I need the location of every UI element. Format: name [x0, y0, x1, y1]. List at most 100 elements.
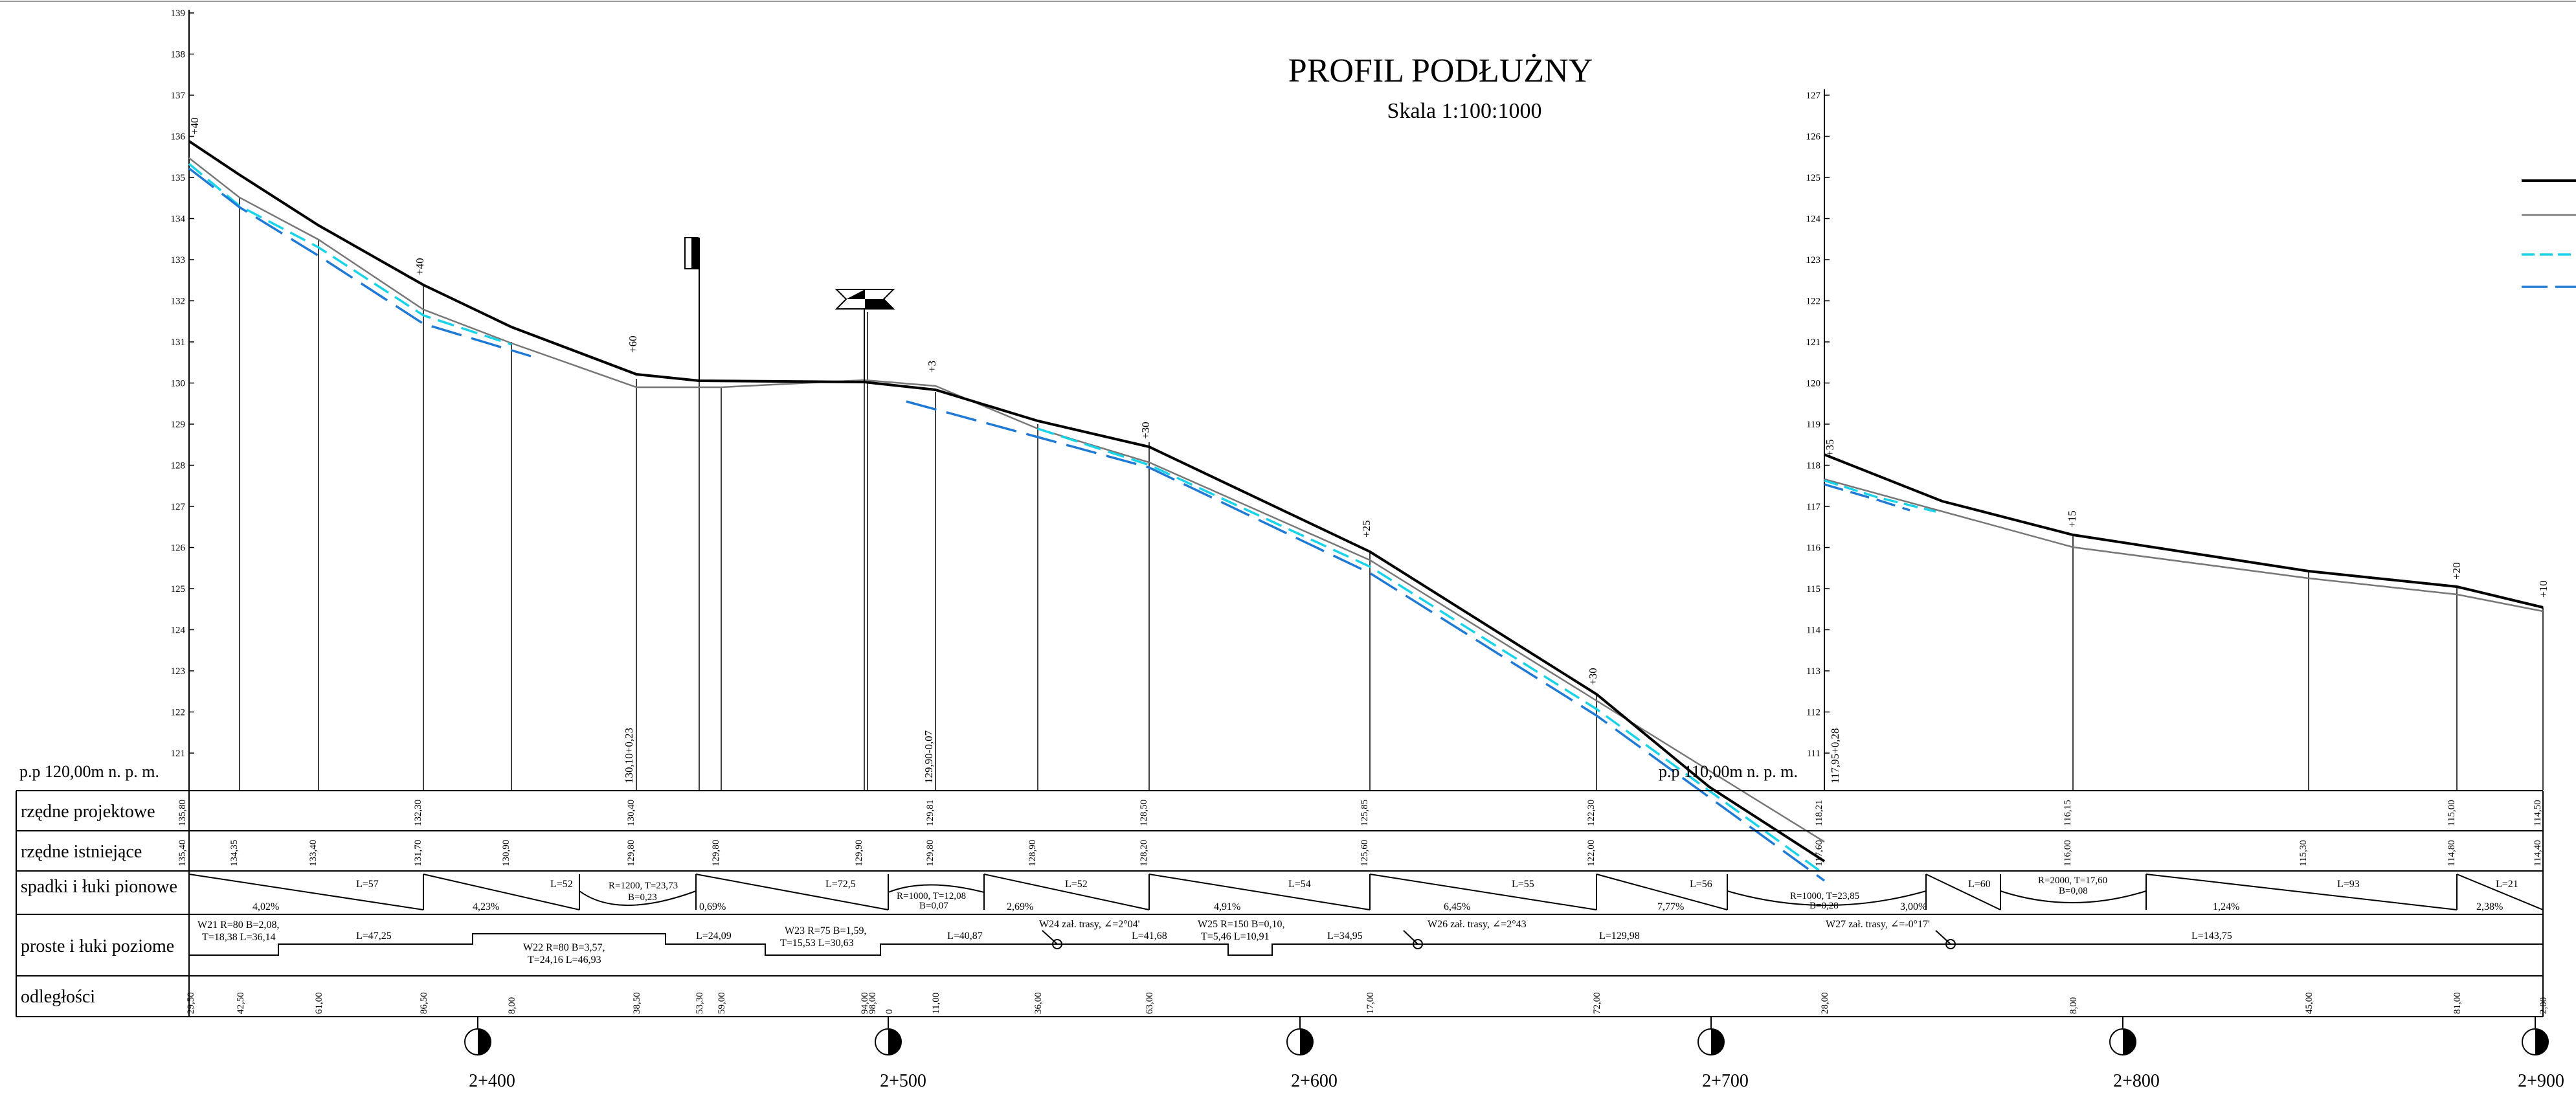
legend	[2522, 179, 2576, 288]
svg-text:2,38%: 2,38%	[2476, 901, 2503, 912]
railway-crossing-symbol	[834, 289, 895, 382]
svg-text:7,77%: 7,77%	[1657, 901, 1684, 912]
left-axis-tick-label: 127	[171, 502, 186, 512]
svg-text:118,21: 118,21	[1814, 800, 1824, 826]
svg-text:129,80: 129,80	[626, 840, 636, 866]
row-label-existing: rzędne istniejące	[21, 842, 142, 862]
svg-text:81,00: 81,00	[2452, 992, 2463, 1014]
svg-text:L=40,87: L=40,87	[947, 931, 983, 942]
svg-text:28,00: 28,00	[1820, 992, 1830, 1014]
svg-text:L=24,09: L=24,09	[696, 931, 732, 942]
svg-text:R=2000, T=17,60: R=2000, T=17,60	[2038, 875, 2107, 886]
chainage-label: 2+800	[2113, 1071, 2160, 1091]
svg-text:129,90: 129,90	[854, 840, 864, 866]
svg-text:+60: +60	[627, 335, 639, 353]
left-axis-tick-label: 137	[171, 91, 186, 101]
svg-text:116,15: 116,15	[2063, 800, 2073, 826]
svg-text:45,00: 45,00	[2304, 992, 2314, 1014]
svg-text:L=41,68: L=41,68	[1132, 931, 1167, 942]
hectometer-marker-icon	[1286, 1028, 1314, 1055]
svg-text:128,50: 128,50	[1139, 800, 1149, 826]
svg-text:114,40: 114,40	[2533, 840, 2543, 866]
right-axis-tick-label: 127	[1806, 91, 1821, 101]
left-axis-tick-label: 134	[171, 214, 186, 225]
svg-text:125,85: 125,85	[1360, 800, 1370, 826]
svg-text:B=0,07: B=0,07	[919, 901, 948, 911]
svg-text:63,00: 63,00	[1145, 992, 1155, 1014]
hectometer-marker-icon	[1697, 1028, 1725, 1055]
road-sign-symbol	[684, 237, 700, 381]
left-axis-tick-label: 121	[171, 749, 186, 759]
svg-text:L=47,25: L=47,25	[356, 931, 392, 942]
chainage-label: 2+900	[2518, 1071, 2564, 1091]
svg-text:117,60: 117,60	[1814, 840, 1824, 866]
svg-text:W24 zał. trasy, ∠=2°04': W24 zał. trasy, ∠=2°04'	[1039, 919, 1140, 930]
left-axis-tick-label: 132	[171, 297, 186, 307]
svg-text:116,00: 116,00	[2063, 840, 2073, 866]
datum-left: p.p 120,00m n. p. m.	[19, 762, 159, 781]
left-axis-tick-label: 138	[171, 50, 186, 60]
svg-text:53,30: 53,30	[695, 992, 705, 1014]
right-axis-tick-label: 119	[1806, 420, 1820, 430]
svg-text:L=57: L=57	[356, 879, 379, 890]
svg-text:133,40: 133,40	[308, 840, 319, 866]
chainage-label: 2+700	[1702, 1071, 1749, 1091]
left-elevation-axis: 121 122 123 124 125 126 127 128 129 130 131 132 133 1…	[171, 8, 194, 790]
left-axis-tick-label: 131	[171, 337, 186, 348]
svg-text:6,45%: 6,45%	[1444, 901, 1470, 912]
existing-elevation-values: 135,40 134,35 133,40 131,70 130,90 129,8…	[177, 840, 2543, 866]
svg-text:+40: +40	[414, 258, 426, 275]
cyan-dashed-line	[188, 163, 512, 346]
svg-text:129,90-0,07: 129,90-0,07	[923, 730, 935, 784]
left-axis-tick-label: 128	[171, 461, 186, 471]
right-axis-tick-label: 118	[1806, 461, 1820, 471]
blue-dashed-line-mid	[906, 400, 1826, 882]
svg-text:42,50: 42,50	[236, 992, 246, 1014]
svg-text:L=34,95: L=34,95	[1327, 931, 1363, 942]
svg-text:+25: +25	[1360, 520, 1372, 537]
svg-text:3,00%: 3,00%	[1900, 901, 1927, 912]
svg-text:11,00: 11,00	[931, 993, 941, 1014]
svg-text:29,50: 29,50	[186, 992, 196, 1014]
svg-text:4,02%: 4,02%	[252, 901, 279, 912]
left-axis-tick-label: 135	[171, 173, 186, 183]
left-axis-tick-label: 133	[171, 255, 186, 265]
svg-text:36,00: 36,00	[1033, 992, 1044, 1014]
svg-text:131,70: 131,70	[413, 840, 423, 866]
datum-right: p.p 110,00m n. p. m.	[1659, 762, 1798, 781]
profile-labels: +40 +40 +60 +3 +30 +25 +30 +35 +15 +20 +…	[188, 117, 2549, 784]
design-grade-line-right	[1824, 453, 2544, 609]
existing-ground-line	[188, 157, 1825, 843]
hectometer-marker-icon	[464, 1028, 491, 1055]
svg-text:128,90: 128,90	[1027, 840, 1038, 866]
right-axis-tick-label: 112	[1806, 708, 1820, 718]
svg-text:98,00: 98,00	[868, 992, 878, 1014]
row-label-designed: rzędne projektowe	[21, 802, 155, 822]
right-axis-tick-label: 126	[1806, 132, 1821, 142]
svg-text:+20: +20	[2450, 562, 2463, 580]
right-axis-tick-label: 122	[1806, 297, 1821, 307]
svg-text:L=52: L=52	[550, 879, 573, 890]
svg-text:94,00: 94,00	[860, 992, 870, 1014]
svg-text:R=1000, T=12,08: R=1000, T=12,08	[897, 891, 966, 901]
horizontal-alignment-text: W21 R=80 B=2,08, T=18,38 L=36,14 L=47,25…	[197, 919, 2232, 965]
right-axis-tick-label: 123	[1806, 255, 1821, 265]
blue-dashed-line	[188, 167, 532, 357]
station-lines	[239, 198, 2544, 790]
svg-text:B=0,28: B=0,28	[1809, 901, 1839, 911]
horizontal-alignment-line	[188, 930, 2543, 956]
svg-text:+30: +30	[1587, 668, 1599, 685]
hectometer-markers	[464, 1028, 2549, 1055]
chainage-labels: 2+400 2+500 2+600 2+700 2+800 2+900	[469, 1071, 2564, 1091]
right-axis-tick-label: 125	[1806, 173, 1821, 183]
cyan-dashed-line-mid	[1037, 427, 1826, 875]
svg-text:115,00: 115,00	[2447, 800, 2457, 826]
existing-ground-line-right	[1824, 478, 2544, 613]
svg-text:B=0,08: B=0,08	[2059, 886, 2088, 896]
svg-text:115,30: 115,30	[2298, 840, 2309, 866]
svg-text:4,91%: 4,91%	[1214, 901, 1240, 912]
left-axis-tick-label: 125	[171, 584, 186, 594]
svg-text:+30: +30	[1139, 422, 1152, 439]
left-axis-tick-label: 122	[171, 708, 186, 718]
